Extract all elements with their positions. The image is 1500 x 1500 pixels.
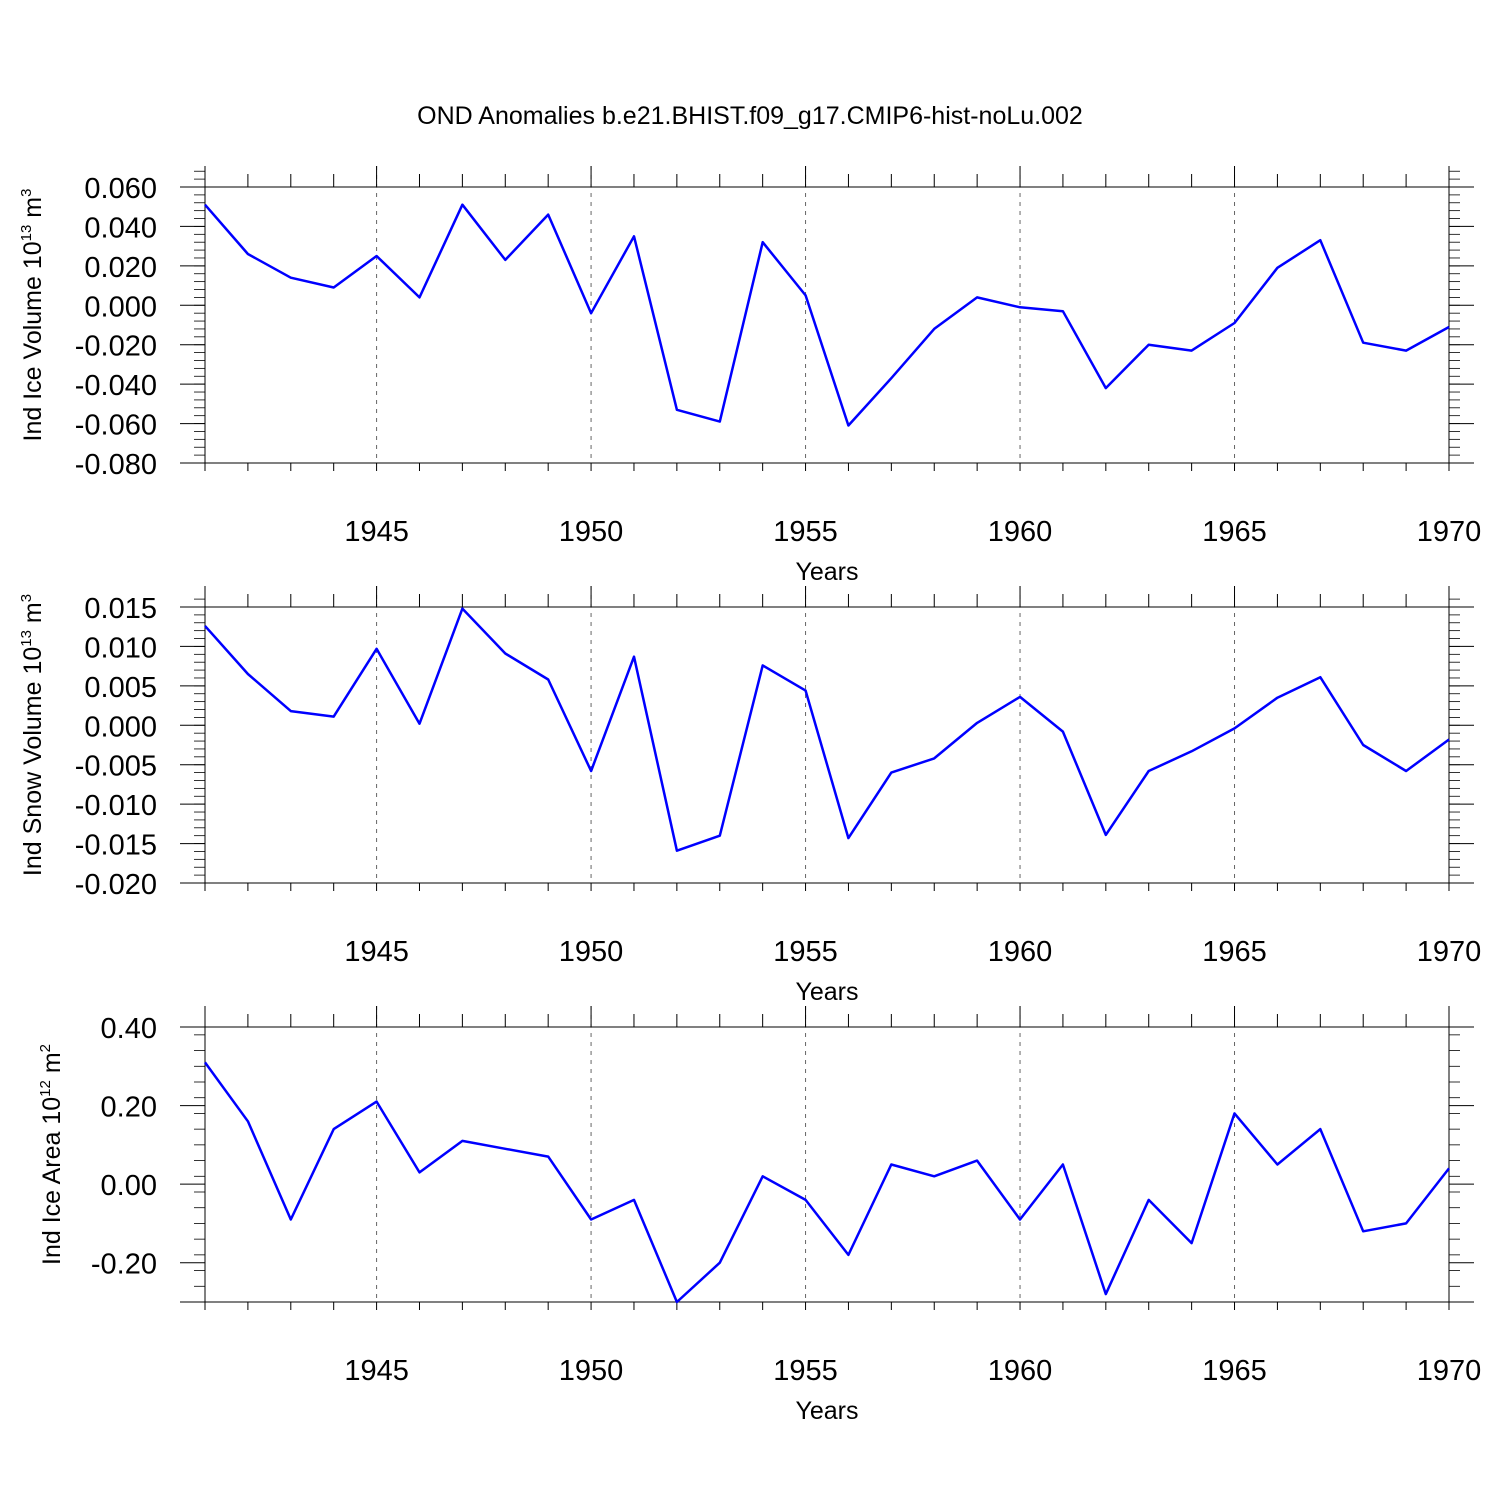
x-tick-label: 1970 bbox=[1417, 1355, 1482, 1387]
x-tick-label: 1970 bbox=[1417, 936, 1482, 968]
chart-panel-2: 0.015 0.010 0.005 0.000 -0.005 -0.010 -0.015 -0… bbox=[18, 586, 1481, 1006]
y-tick-label: 0.060 bbox=[84, 173, 157, 205]
y-axis-label: Ind Ice Volume 1013 m3 bbox=[18, 189, 47, 442]
chart-panel-1: 0.060 0.040 0.020 0.000 -0.020 -0.040 -0.060 -0… bbox=[18, 166, 1481, 586]
y-tick-label: 0.015 bbox=[84, 593, 157, 625]
y-axis-label: Ind Ice Area 1012 m2 bbox=[37, 1044, 66, 1265]
x-tick-label: 1960 bbox=[988, 516, 1053, 548]
x-tick-label: 1955 bbox=[773, 516, 838, 548]
series-line bbox=[204, 607, 1450, 852]
x-tick-label: 1965 bbox=[1202, 1355, 1267, 1387]
y-tick-label: -0.080 bbox=[75, 449, 157, 481]
x-axis-label: Years bbox=[795, 1397, 858, 1425]
y-tick-label: -0.020 bbox=[75, 331, 157, 363]
y-tick-label: 0.000 bbox=[84, 291, 157, 323]
x-tick-label: 1965 bbox=[1202, 936, 1267, 968]
y-tick-label: -0.010 bbox=[75, 790, 157, 822]
x-tick-label: 1955 bbox=[773, 1355, 838, 1387]
x-axis-label: Years bbox=[795, 558, 858, 586]
x-tick-label: 1970 bbox=[1417, 516, 1482, 548]
chart-panel-3: 0.40 0.20 0.00 -0.20 1945 1950 1955 1960 1965 197… bbox=[37, 1006, 1481, 1425]
series-line bbox=[204, 203, 1450, 427]
y-tick-label: 0.040 bbox=[84, 212, 157, 244]
y-tick-label: 0.005 bbox=[84, 672, 157, 704]
y-tick-label: -0.040 bbox=[75, 370, 157, 402]
y-tick-label: -0.060 bbox=[75, 410, 157, 442]
x-tick-label: 1950 bbox=[559, 1355, 624, 1387]
y-tick-label: 0.40 bbox=[101, 1013, 157, 1045]
chart-title: OND Anomalies b.e21.BHIST.f09_g17.CMIP6-… bbox=[417, 102, 1083, 130]
y-tick-label: -0.020 bbox=[75, 869, 157, 901]
y-tick-label: -0.015 bbox=[75, 830, 157, 862]
x-tick-label: 1945 bbox=[344, 516, 409, 548]
y-tick-label: -0.005 bbox=[75, 751, 157, 783]
series-line bbox=[203, 1061, 1450, 1304]
x-tick-label: 1955 bbox=[773, 936, 838, 968]
y-tick-label: 0.20 bbox=[101, 1092, 157, 1124]
y-tick-label: 0.00 bbox=[101, 1170, 157, 1202]
y-tick-label: -0.20 bbox=[91, 1249, 157, 1281]
x-tick-label: 1960 bbox=[988, 1355, 1053, 1387]
x-tick-label: 1950 bbox=[559, 936, 624, 968]
y-axis-label: Ind Snow Volume 1013 m3 bbox=[18, 594, 47, 876]
x-tick-label: 1945 bbox=[344, 1355, 409, 1387]
y-tick-label: 0.020 bbox=[84, 252, 157, 284]
x-tick-label: 1945 bbox=[344, 936, 409, 968]
x-axis-label: Years bbox=[795, 978, 858, 1006]
y-tick-label: 0.010 bbox=[84, 632, 157, 664]
x-tick-label: 1965 bbox=[1202, 516, 1267, 548]
y-tick-label: 0.000 bbox=[84, 711, 157, 743]
x-tick-label: 1960 bbox=[988, 936, 1053, 968]
x-tick-label: 1950 bbox=[559, 516, 624, 548]
